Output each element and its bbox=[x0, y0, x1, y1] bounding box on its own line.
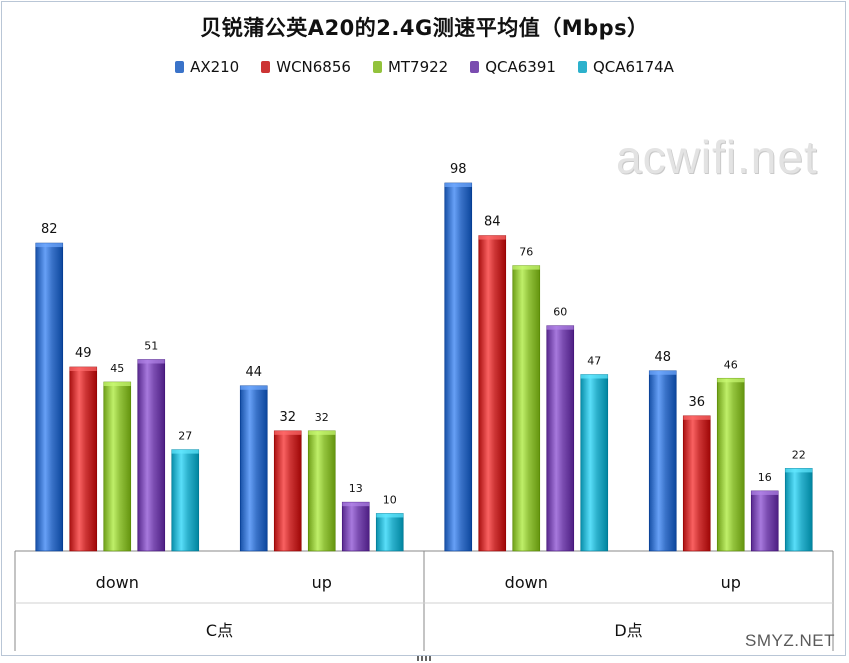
bar-cap bbox=[717, 378, 745, 383]
bar-cap bbox=[69, 367, 97, 371]
legend-item-ax210: AX210 bbox=[175, 58, 239, 76]
data-label: 82 bbox=[41, 222, 58, 237]
bar-qca6391-up-D点 bbox=[750, 490, 779, 552]
legend-swatch bbox=[372, 61, 382, 73]
data-label: 84 bbox=[484, 215, 501, 230]
bar-cap bbox=[444, 183, 472, 187]
data-label: 44 bbox=[245, 365, 262, 380]
bar-cap bbox=[580, 374, 608, 379]
bar-mt7922-up-C点 bbox=[307, 430, 336, 552]
chart-title: 贝锐蒲公英A20的2.4G测速平均值（Mbps） bbox=[200, 16, 649, 40]
bar-cap bbox=[512, 265, 540, 270]
bar-ax210-down-D点 bbox=[444, 182, 473, 552]
legend-swatch bbox=[470, 61, 480, 73]
bar-wcn6856-up-D点 bbox=[682, 415, 711, 552]
bar-cap bbox=[103, 382, 131, 387]
bar-cap bbox=[35, 243, 63, 248]
legend-item-qca6174a: QCA6174A bbox=[577, 58, 674, 76]
data-label: 32 bbox=[315, 411, 329, 424]
bar-cap bbox=[478, 235, 506, 240]
bar-qca6174a-down-D点 bbox=[580, 374, 609, 552]
data-label: 22 bbox=[792, 448, 806, 461]
legend-swatch bbox=[577, 61, 587, 73]
group-label: D点 bbox=[614, 621, 642, 640]
bar-cap bbox=[342, 502, 370, 507]
legend-label: AX210 bbox=[190, 58, 240, 76]
legend: AX210 WCN6856 MT7922 QCA6391 QCA6174A bbox=[0, 58, 849, 76]
bar-cap bbox=[546, 325, 574, 330]
x-tick-label: down bbox=[505, 573, 548, 592]
bar-wcn6856-up-C点 bbox=[273, 430, 302, 552]
bar-mt7922-down-D点 bbox=[512, 265, 541, 552]
legend-item-wcn6856: WCN6856 bbox=[261, 58, 351, 76]
resize-handle[interactable] bbox=[417, 656, 433, 661]
bar-cap bbox=[171, 449, 199, 454]
x-tick-label: up bbox=[721, 573, 741, 592]
data-label: 10 bbox=[383, 493, 397, 506]
bar-ax210-up-C点 bbox=[239, 385, 268, 552]
bar-cap bbox=[240, 385, 268, 390]
bar-qca6391-down-C点 bbox=[137, 359, 166, 552]
group-label: C点 bbox=[206, 621, 233, 640]
data-label: 27 bbox=[178, 430, 192, 443]
legend-label: WCN6856 bbox=[276, 58, 351, 76]
bar-qca6174a-up-C点 bbox=[375, 513, 404, 552]
data-label: 32 bbox=[279, 410, 296, 425]
bar-cap bbox=[137, 359, 165, 364]
bar-qca6174a-down-C点 bbox=[171, 449, 200, 552]
bar-cap bbox=[683, 415, 711, 420]
data-label: 76 bbox=[519, 246, 533, 259]
bar-cap bbox=[751, 490, 779, 495]
data-label: 46 bbox=[724, 358, 738, 371]
data-label: 16 bbox=[758, 471, 772, 484]
bar-wcn6856-down-C点 bbox=[69, 366, 98, 552]
legend-swatch bbox=[175, 61, 185, 73]
data-label: 48 bbox=[654, 350, 671, 365]
bar-ax210-up-D点 bbox=[648, 370, 677, 552]
bar-cap bbox=[785, 468, 813, 473]
bar-mt7922-down-C点 bbox=[103, 381, 132, 552]
bar-cap bbox=[308, 430, 336, 435]
data-label: 36 bbox=[688, 395, 705, 410]
legend-label: QCA6391 bbox=[485, 58, 556, 76]
data-label: 49 bbox=[75, 346, 92, 361]
legend-label: MT7922 bbox=[387, 58, 449, 76]
bar-cap bbox=[274, 430, 302, 435]
x-tick-label: down bbox=[96, 573, 139, 592]
watermark-acwifi: acwifi.net bbox=[616, 131, 818, 183]
legend-item-mt7922: MT7922 bbox=[372, 58, 449, 76]
data-label: 13 bbox=[349, 482, 363, 495]
data-label: 47 bbox=[587, 355, 601, 368]
bar-qca6391-up-C点 bbox=[341, 501, 370, 552]
bar-wcn6856-down-D点 bbox=[478, 235, 507, 552]
data-label: 45 bbox=[110, 362, 124, 375]
data-label: 51 bbox=[144, 339, 158, 352]
data-label: 60 bbox=[553, 306, 567, 319]
data-label: 98 bbox=[450, 162, 467, 177]
bar-qca6391-down-D点 bbox=[546, 325, 575, 552]
bar-cap bbox=[376, 513, 404, 518]
legend-label: QCA6174A bbox=[592, 58, 674, 76]
bar-ax210-down-C点 bbox=[35, 242, 64, 552]
legend-item-qca6391: QCA6391 bbox=[470, 58, 556, 76]
bar-cap bbox=[649, 370, 677, 375]
legend-swatch bbox=[261, 61, 271, 73]
watermark-smyz: SMYZ.NET bbox=[745, 631, 835, 650]
x-tick-label: up bbox=[312, 573, 332, 592]
bar-mt7922-up-D点 bbox=[716, 377, 745, 552]
bar-qca6174a-up-D点 bbox=[784, 468, 813, 552]
